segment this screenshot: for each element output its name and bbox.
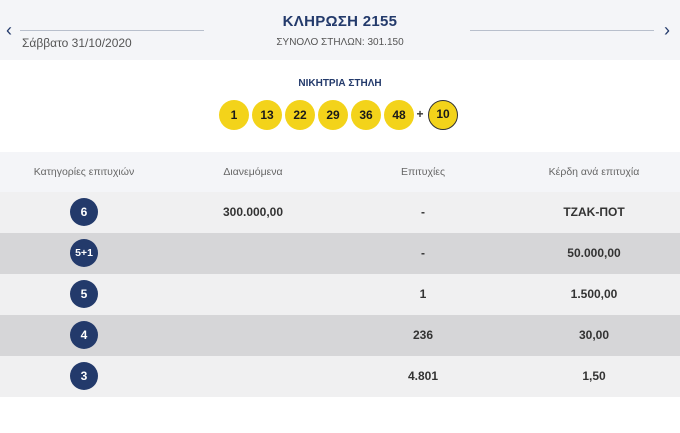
table-header: Κατηγορίες επιτυχιών Διανεμόμενα Επιτυχί… — [0, 152, 680, 192]
header-prize: Κέρδη ανά επιτυχία — [548, 166, 640, 178]
prize-cell: 1,50 — [582, 369, 606, 383]
distributed-cell — [168, 233, 338, 274]
number-ball: 22 — [285, 100, 315, 130]
winners-cell: 1 — [419, 287, 427, 301]
header-divider-left — [20, 30, 204, 31]
header-distributed: Διανεμόμενα — [223, 166, 283, 178]
header-winners: Επιτυχίες — [400, 166, 446, 178]
table-row: 3 4.801 1,50 — [0, 356, 680, 397]
category-badge: 5 — [70, 280, 98, 308]
chevron-right-icon[interactable]: › — [664, 20, 670, 40]
prize-cell: 1.500,00 — [570, 287, 618, 301]
total-columns: ΣΥΝΟΛΟ ΣΤΗΛΩΝ: 301.150 — [276, 37, 404, 48]
prize-cell: ΤΖΑΚ-ΠΟΤ — [563, 205, 625, 219]
category-cell: 3 — [0, 356, 168, 397]
category-cell: 6 — [0, 192, 168, 233]
distributed-cell: 300.000,00 — [222, 205, 284, 219]
draw-header: ‹ ΚΛΗΡΩΣΗ 2155 ΣΥΝΟΛΟ ΣΤΗΛΩΝ: 301.150 Σά… — [0, 0, 680, 60]
number-ball: 1 — [219, 100, 249, 130]
header-categories: Κατηγορίες επιτυχιών — [33, 166, 135, 178]
category-badge: 3 — [70, 362, 98, 390]
distributed-cell — [168, 356, 338, 397]
category-badge: 4 — [70, 321, 98, 349]
table-row: 4 236 30,00 — [0, 315, 680, 356]
category-cell: 4 — [0, 315, 168, 356]
distributed-cell — [168, 315, 338, 356]
winners-cell: 236 — [412, 328, 434, 342]
header-divider-right — [470, 30, 654, 31]
winners-cell: 4.801 — [407, 369, 439, 383]
number-ball: 36 — [351, 100, 381, 130]
category-badge: 6 — [70, 198, 98, 226]
table-row: 5 1 1.500,00 — [0, 274, 680, 315]
category-cell: 5 — [0, 274, 168, 315]
prize-table: Κατηγορίες επιτυχιών Διανεμόμενα Επιτυχί… — [0, 152, 680, 397]
distributed-cell — [168, 274, 338, 315]
category-cell: 5+1 — [0, 233, 168, 274]
number-ball: 48 — [384, 100, 414, 130]
draw-date: Σάββατο 31/10/2020 — [22, 36, 132, 50]
bonus-ball: 10 — [428, 100, 458, 130]
number-ball: 29 — [318, 100, 348, 130]
chevron-left-icon[interactable]: ‹ — [6, 20, 12, 40]
table-row: 6 300.000,00 - ΤΖΑΚ-ΠΟΤ — [0, 192, 680, 233]
prize-cell: 50.000,00 — [567, 246, 621, 260]
winning-numbers: 1 13 22 29 36 48 + 10 — [219, 100, 479, 132]
winning-column-title: ΝΙΚΗΤΡΙΑ ΣΤΗΛΗ — [298, 78, 382, 89]
prize-cell: 30,00 — [578, 328, 610, 342]
draw-title: ΚΛΗΡΩΣΗ 2155 — [282, 13, 398, 30]
plus-sign: + — [416, 107, 424, 121]
category-badge: 5+1 — [70, 239, 98, 267]
table-row: 5+1 - 50.000,00 — [0, 233, 680, 274]
winners-cell: - — [421, 205, 425, 219]
winners-cell: - — [421, 246, 425, 260]
number-ball: 13 — [252, 100, 282, 130]
